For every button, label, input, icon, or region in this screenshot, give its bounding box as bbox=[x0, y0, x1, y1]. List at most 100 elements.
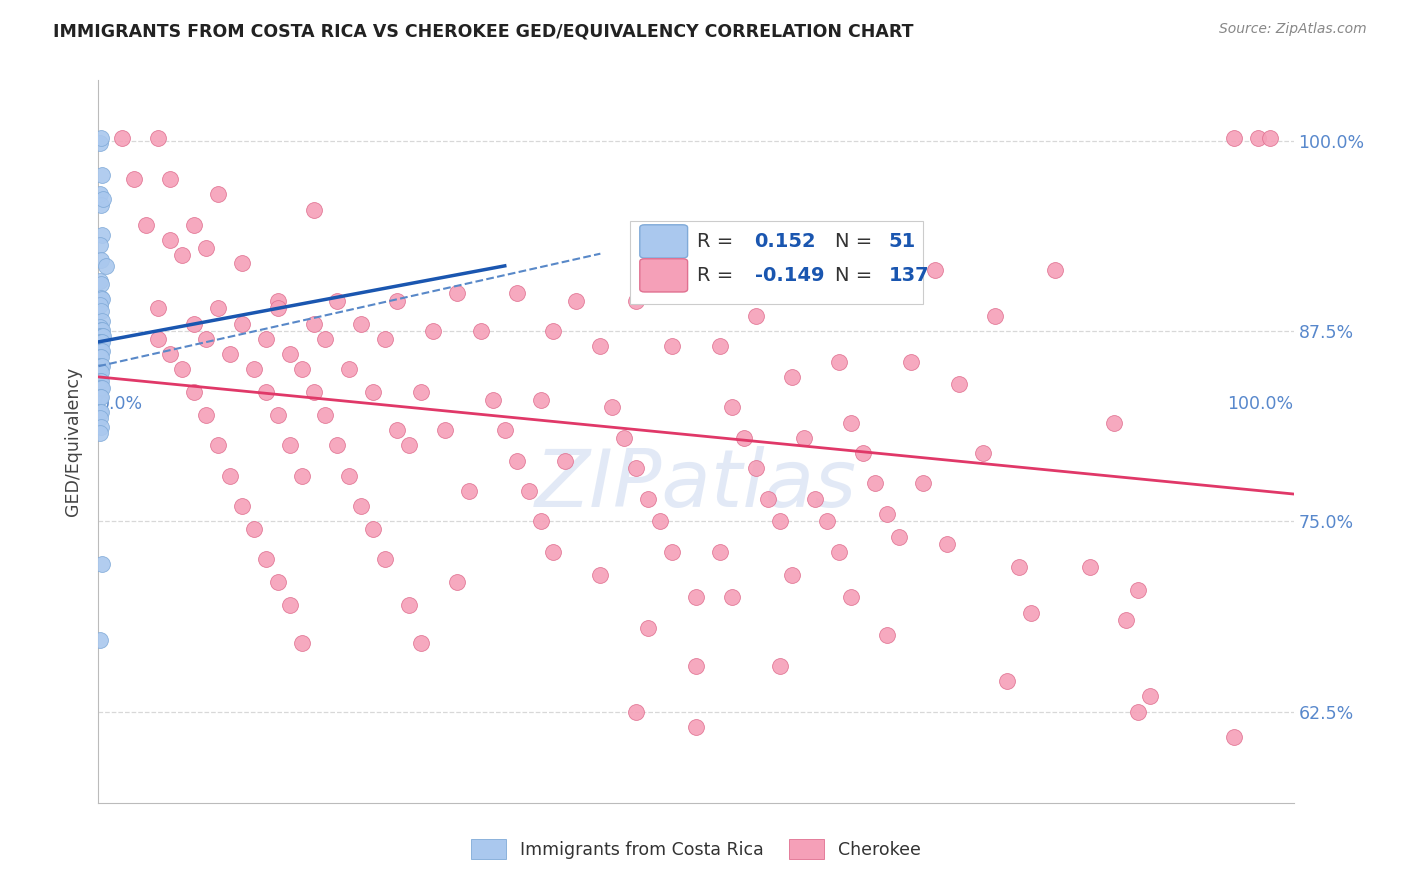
Point bbox=[889, 530, 911, 544]
Point bbox=[148, 131, 170, 145]
Point bbox=[172, 362, 194, 376]
Point bbox=[1104, 416, 1126, 430]
Point bbox=[90, 380, 112, 394]
Point bbox=[89, 375, 111, 389]
Point bbox=[637, 621, 659, 635]
Point bbox=[302, 202, 325, 217]
Point bbox=[1128, 582, 1150, 597]
Point bbox=[685, 659, 707, 673]
Point bbox=[90, 420, 112, 434]
Point bbox=[648, 515, 672, 529]
Text: 0.0%: 0.0% bbox=[98, 394, 142, 413]
Point bbox=[90, 198, 112, 212]
Point bbox=[111, 131, 134, 145]
Point bbox=[626, 293, 648, 308]
Point bbox=[470, 324, 492, 338]
Point bbox=[90, 405, 112, 419]
Point bbox=[613, 431, 636, 445]
Point bbox=[278, 598, 301, 612]
FancyBboxPatch shape bbox=[630, 221, 922, 304]
Point bbox=[661, 545, 683, 559]
Point bbox=[350, 317, 373, 331]
Point bbox=[506, 286, 529, 301]
Point bbox=[278, 438, 301, 452]
Point bbox=[89, 274, 111, 288]
Point bbox=[183, 385, 205, 400]
Y-axis label: GED/Equivalency: GED/Equivalency bbox=[65, 367, 83, 516]
Point bbox=[89, 426, 111, 441]
Point bbox=[89, 633, 111, 648]
Point bbox=[709, 545, 731, 559]
Legend: Immigrants from Costa Rica, Cherokee: Immigrants from Costa Rica, Cherokee bbox=[464, 832, 928, 866]
Point bbox=[481, 392, 505, 407]
Point bbox=[124, 172, 146, 186]
Point bbox=[363, 385, 385, 400]
Point bbox=[494, 423, 516, 437]
Point bbox=[90, 344, 112, 359]
Point bbox=[339, 468, 361, 483]
Point bbox=[876, 628, 898, 642]
Text: N =: N = bbox=[835, 232, 879, 251]
Point bbox=[254, 385, 277, 400]
Point bbox=[733, 431, 755, 445]
Point bbox=[1223, 131, 1246, 145]
Point bbox=[89, 390, 111, 404]
Point bbox=[195, 241, 218, 255]
Point bbox=[984, 309, 1007, 323]
Point bbox=[374, 552, 396, 566]
Point bbox=[267, 293, 290, 308]
Point bbox=[326, 293, 349, 308]
Point bbox=[506, 453, 529, 467]
Point bbox=[231, 256, 253, 270]
Point bbox=[865, 278, 887, 293]
Point bbox=[411, 385, 433, 400]
Point bbox=[768, 659, 790, 673]
Point bbox=[89, 380, 111, 394]
Point bbox=[315, 408, 337, 422]
Point bbox=[195, 332, 218, 346]
Point bbox=[91, 323, 114, 337]
Point bbox=[626, 705, 648, 719]
Point bbox=[350, 499, 373, 513]
Point bbox=[91, 228, 114, 243]
Point bbox=[936, 537, 959, 551]
Point bbox=[780, 370, 803, 384]
Text: N =: N = bbox=[835, 266, 879, 285]
Point bbox=[183, 317, 205, 331]
Point bbox=[91, 328, 114, 343]
Point bbox=[1247, 131, 1270, 145]
Point bbox=[828, 354, 851, 368]
Point bbox=[756, 491, 779, 506]
Point bbox=[398, 598, 420, 612]
Point bbox=[541, 324, 564, 338]
Text: Source: ZipAtlas.com: Source: ZipAtlas.com bbox=[1219, 22, 1367, 37]
Point bbox=[554, 453, 576, 467]
Point bbox=[89, 359, 111, 374]
Point bbox=[1080, 560, 1102, 574]
Point bbox=[398, 438, 420, 452]
Point bbox=[148, 301, 170, 316]
Point bbox=[815, 515, 838, 529]
Point bbox=[89, 298, 111, 312]
Point bbox=[91, 313, 114, 327]
Point bbox=[780, 567, 803, 582]
Point bbox=[89, 237, 111, 252]
Text: R =: R = bbox=[697, 266, 740, 285]
Point bbox=[90, 277, 112, 292]
Text: 51: 51 bbox=[889, 232, 915, 251]
Point bbox=[89, 350, 111, 364]
Point bbox=[195, 408, 218, 422]
Point bbox=[530, 392, 553, 407]
Point bbox=[267, 301, 290, 316]
Point bbox=[828, 545, 851, 559]
FancyBboxPatch shape bbox=[640, 259, 688, 292]
Point bbox=[159, 172, 181, 186]
Point bbox=[90, 131, 112, 145]
Point bbox=[90, 365, 112, 379]
Point bbox=[231, 317, 253, 331]
Point bbox=[972, 446, 994, 460]
Point bbox=[721, 591, 744, 605]
Point bbox=[326, 438, 349, 452]
Point bbox=[91, 328, 114, 343]
Point bbox=[89, 187, 111, 202]
